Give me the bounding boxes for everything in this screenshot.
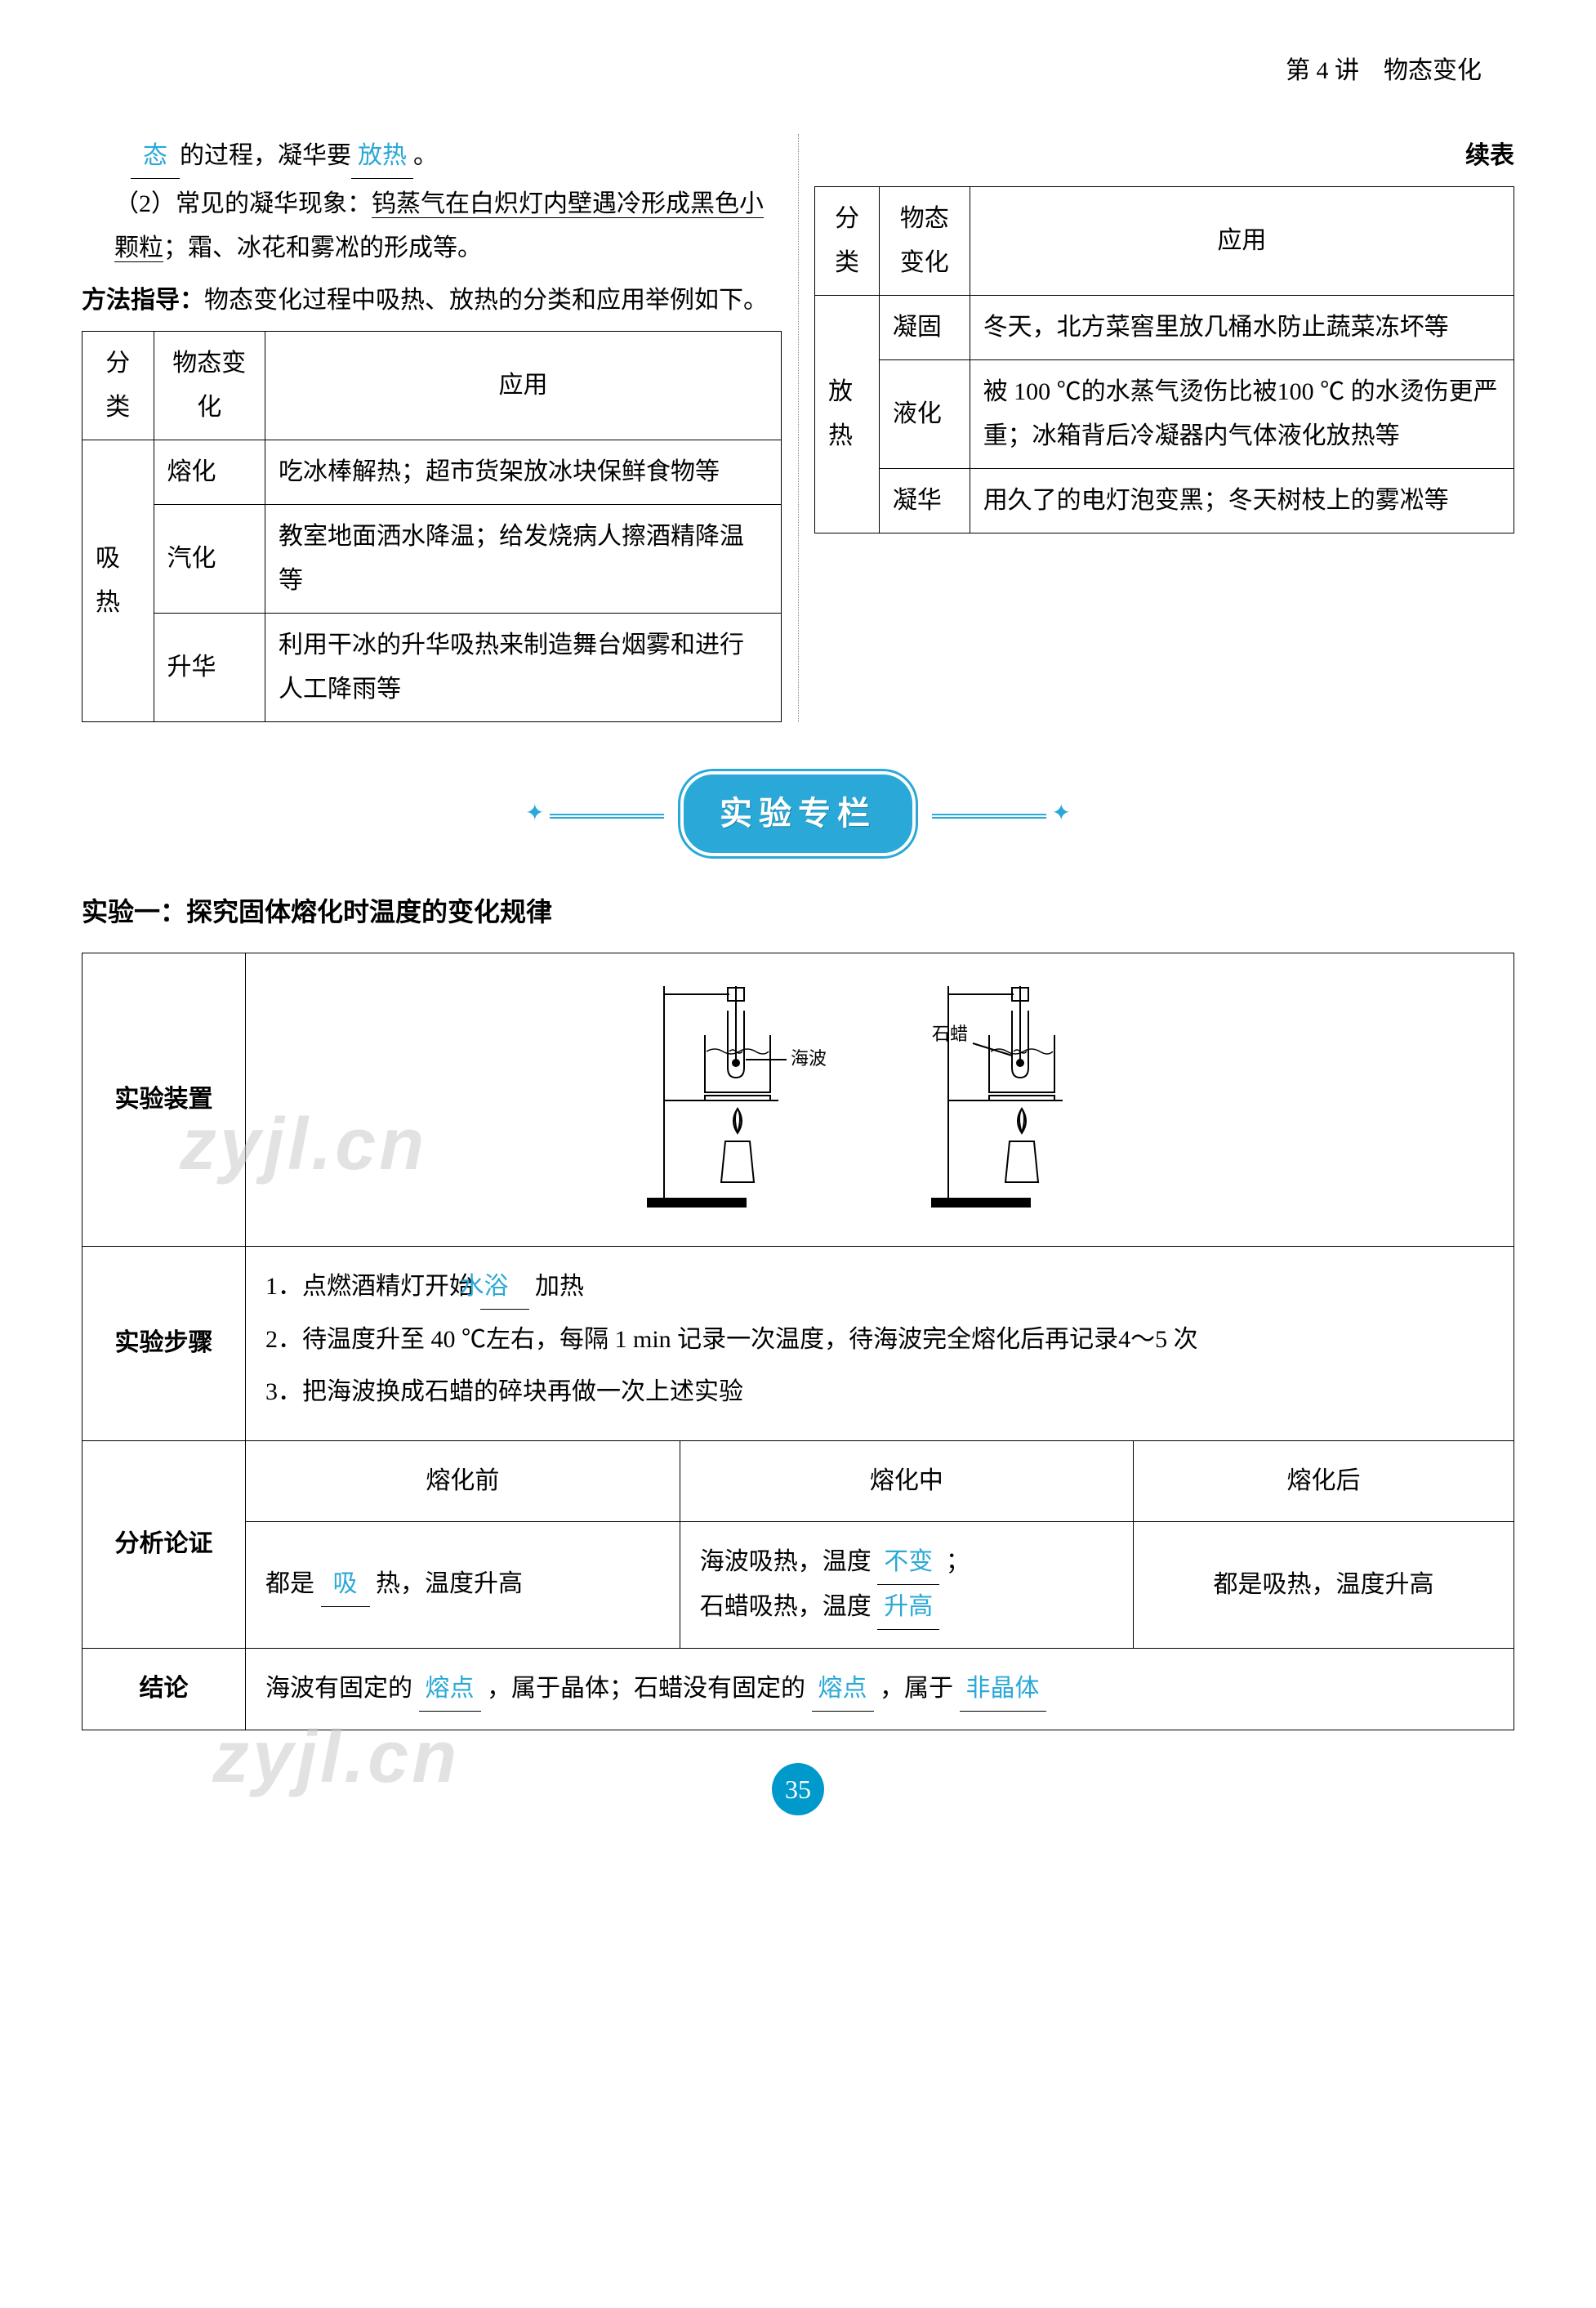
- app-cell: 被 100 ℃的水蒸气烫伤比被100 ℃ 的水烫伤更严重；冰箱背后冷凝器内气体液…: [970, 360, 1514, 469]
- change-cell: 熔化: [154, 440, 265, 505]
- page-header: 第 4 讲 物态变化: [82, 49, 1514, 93]
- text: ；: [946, 1548, 970, 1575]
- fill-blank: 水浴: [480, 1265, 529, 1310]
- phase-before: 熔化前: [246, 1440, 680, 1521]
- th-application: 应用: [970, 187, 1514, 296]
- text: （2）常见的凝华现象：: [114, 190, 372, 217]
- text: 的过程，凝华要: [180, 142, 351, 169]
- two-column-section: 态的过程，凝华要放热。 （2）常见的凝华现象：钨蒸气在白炽灯内壁遇冷形成黑色小颗…: [82, 134, 1514, 722]
- change-cell: 凝固: [879, 296, 970, 360]
- apparatus-diagram-haibo: 海波: [631, 970, 844, 1215]
- fill-blank: 熔点: [812, 1667, 874, 1712]
- app-cell: 利用干冰的升华吸热来制造舞台烟雾和进行人工降雨等: [265, 614, 782, 722]
- banner-line-icon: [932, 814, 1046, 819]
- fill-blank: 升高: [877, 1585, 939, 1630]
- text: ，属于晶体；石蜡没有固定的: [487, 1675, 805, 1702]
- text: 。: [413, 142, 438, 169]
- fill-blank: 吸: [321, 1562, 370, 1607]
- change-cell: 汽化: [154, 505, 265, 614]
- experiment-title: 实验一：探究固体熔化时温度的变化规律: [82, 889, 1514, 936]
- change-cell: 凝华: [879, 469, 970, 533]
- label: 方法指导：: [82, 287, 204, 314]
- page-number: 35: [772, 1763, 824, 1815]
- th-change: 物态变化: [879, 187, 970, 296]
- text: 1．点燃酒精灯开始: [265, 1273, 474, 1300]
- left-column: 态的过程，凝华要放热。 （2）常见的凝华现象：钨蒸气在白炽灯内壁遇冷形成黑色小颗…: [82, 134, 782, 722]
- absorb-heat-table: 分类 物态变化 应用 吸热 熔化 吃冰棒解热；超市货架放冰块保鲜食物等 汽化 教…: [82, 331, 782, 722]
- text: 物态变化过程中吸热、放热的分类和应用举例如下。: [204, 287, 768, 314]
- step-2: 2．待温度升至 40 ℃左右，每隔 1 min 记录一次温度，待海波完全熔化后再…: [265, 1318, 1494, 1362]
- row-label-apparatus: 实验装置: [82, 953, 246, 1246]
- text: ，属于: [880, 1675, 953, 1702]
- text: 加热: [535, 1273, 584, 1300]
- method-guidance: 方法指导：物态变化过程中吸热、放热的分类和应用举例如下。: [82, 279, 782, 323]
- fill-blank: 放热: [351, 134, 413, 179]
- apparatus-cell: 海波: [246, 953, 1514, 1246]
- th-category: 分类: [815, 187, 880, 296]
- label-shila: 石蜡: [932, 1024, 968, 1044]
- analysis-after: 都是吸热，温度升高: [1133, 1521, 1514, 1648]
- app-cell: 用久了的电灯泡变黑；冬天树枝上的雾凇等: [970, 469, 1514, 533]
- analysis-before: 都是 吸 热，温度升高: [246, 1521, 680, 1648]
- fill-blank: 非晶体: [960, 1667, 1046, 1712]
- text: 海波吸热，温度: [700, 1548, 872, 1575]
- group-cell: 吸热: [82, 440, 154, 722]
- group-cell: 放热: [815, 296, 880, 533]
- th-change: 物态变化: [154, 332, 265, 440]
- section-banner: ✦ 实验专栏 ✦: [82, 771, 1514, 856]
- experiment-table: 实验装置: [82, 953, 1514, 1730]
- phase-during: 熔化中: [680, 1440, 1133, 1521]
- apparatus-diagram-shila: 石蜡: [916, 970, 1128, 1215]
- app-cell: 教室地面洒水降温；给发烧病人擦酒精降温等: [265, 505, 782, 614]
- text: 都是: [265, 1570, 314, 1597]
- banner-title: 实验专栏: [680, 771, 916, 856]
- fill-blank: 不变: [877, 1540, 939, 1585]
- banner-line-icon: [550, 814, 664, 819]
- text: 石蜡吸热，温度: [700, 1593, 872, 1620]
- item-2: （2）常见的凝华现象：钨蒸气在白炽灯内壁遇冷形成黑色小颗粒；霜、冰花和雾凇的形成…: [82, 182, 782, 270]
- text: 热，温度升高: [376, 1570, 523, 1597]
- step-3: 3．把海波换成石蜡的碎块再做一次上述实验: [265, 1370, 1494, 1414]
- fill-blank: 熔点: [419, 1667, 481, 1712]
- label-haibo: 海波: [791, 1048, 827, 1069]
- release-heat-table: 分类 物态变化 应用 放热 凝固 冬天，北方菜窖里放几桶水防止蔬菜冻坏等 液化 …: [814, 186, 1514, 533]
- app-cell: 冬天，北方菜窖里放几桶水防止蔬菜冻坏等: [970, 296, 1514, 360]
- page-number-badge: 35: [82, 1763, 1514, 1815]
- th-category: 分类: [82, 332, 154, 440]
- steps-cell: 1．点燃酒精灯开始 水浴 加热 2．待温度升至 40 ℃左右，每隔 1 min …: [246, 1246, 1514, 1440]
- app-cell: 吃冰棒解热；超市货架放冰块保鲜食物等: [265, 440, 782, 505]
- fill-blank: 态: [131, 134, 180, 179]
- star-icon: ✦: [1052, 793, 1071, 834]
- row-label-analysis: 分析论证: [82, 1440, 246, 1648]
- star-icon: ✦: [525, 793, 544, 834]
- conclusion-cell: 海波有固定的 熔点 ，属于晶体；石蜡没有固定的 熔点 ，属于 非晶体: [246, 1648, 1514, 1730]
- row-label-conclusion: 结论: [82, 1648, 246, 1730]
- right-column: 续表 分类 物态变化 应用 放热 凝固 冬天，北方菜窖里放几桶水防止蔬菜冻坏等 …: [814, 134, 1514, 722]
- text: ；霜、冰花和雾凇的形成等。: [163, 234, 482, 261]
- row-label-steps: 实验步骤: [82, 1246, 246, 1440]
- step-1: 1．点燃酒精灯开始 水浴 加热: [265, 1265, 1494, 1310]
- change-cell: 升华: [154, 614, 265, 722]
- change-cell: 液化: [879, 360, 970, 469]
- analysis-during: 海波吸热，温度 不变 ； 石蜡吸热，温度 升高: [680, 1521, 1133, 1648]
- text: 海波有固定的: [265, 1675, 412, 1702]
- th-application: 应用: [265, 332, 782, 440]
- continued-label: 续表: [814, 134, 1514, 178]
- phase-after: 熔化后: [1133, 1440, 1514, 1521]
- text-line: 态的过程，凝华要放热。: [82, 134, 782, 179]
